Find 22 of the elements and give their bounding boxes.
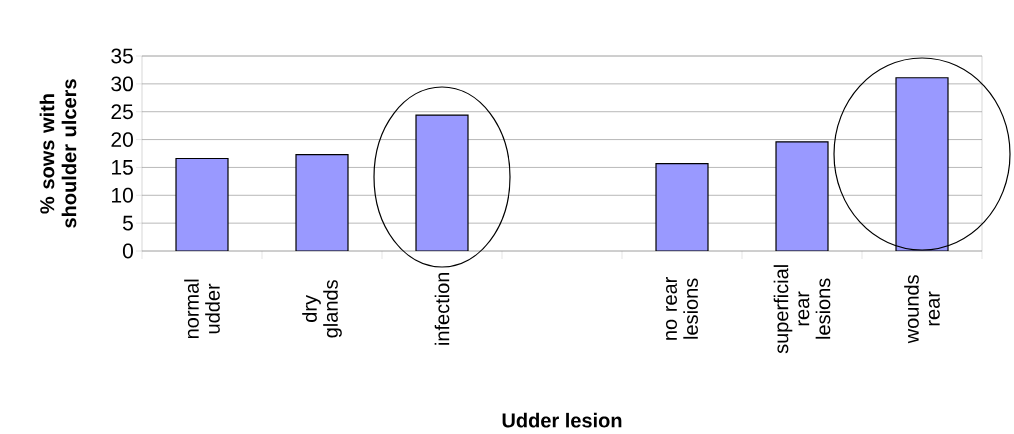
x-axis-title: Udder lesion [502,412,622,428]
x-tick-label: normal udder [184,279,220,338]
bar [415,114,469,251]
bar [775,141,829,251]
bar [175,157,229,251]
bar [295,153,349,251]
y-tick-label: 25 [111,104,133,120]
x-tick-label: wounds rear [904,275,940,344]
y-tick-label: 30 [111,76,133,92]
y-tick-label: 15 [112,160,133,175]
bar [895,77,949,251]
y-tick-label: 10 [112,187,133,203]
y-tick-label: 20 [111,132,133,147]
y-tick-label: 5 [122,215,133,231]
y-axis-title: % sows with shoulder ulcers [39,79,77,228]
y-tick-label: 0 [122,243,133,259]
x-tick-label: infection [434,272,450,345]
x-tick-label: superficial rear lesions [773,265,831,354]
x-tick-label: no rear lesions [666,276,698,340]
bar [655,162,709,251]
x-tick-label: dry glands [302,280,342,338]
y-tick-label: 35 [111,48,133,64]
